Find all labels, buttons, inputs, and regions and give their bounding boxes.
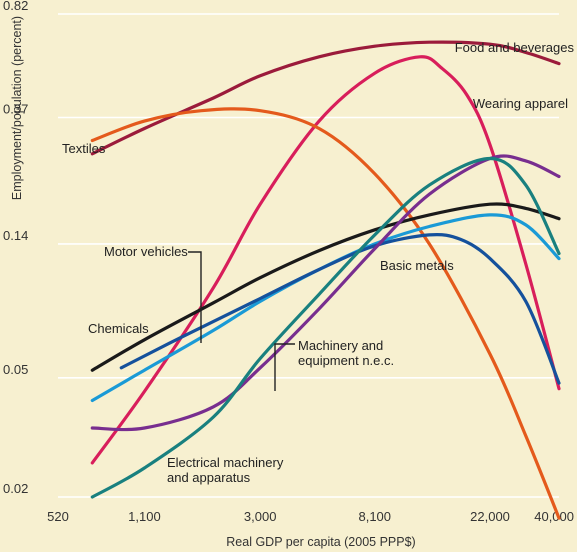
x-tick-label: 1,100 bbox=[128, 509, 161, 524]
label-callout-line bbox=[188, 251, 202, 343]
x-tick-label: 520 bbox=[47, 509, 69, 524]
series-label-basic-metals: Basic metals bbox=[380, 258, 454, 273]
series-label-textiles: Textiles bbox=[62, 141, 106, 156]
x-tick-labels: 520 1,100 3,000 8,100 22,000 40,000 bbox=[47, 509, 574, 524]
x-tick-label: 8,100 bbox=[358, 509, 391, 524]
series-line-wearing-apparel bbox=[90, 55, 561, 465]
label-callout-line bbox=[274, 343, 295, 391]
x-tick-label: 40,000 bbox=[534, 509, 574, 524]
series-line-electrical-machinery-and-apparatus bbox=[90, 156, 561, 499]
y-tick-label: 0.05 bbox=[3, 362, 28, 377]
y-tick-label: 0.37 bbox=[3, 102, 28, 117]
series-label-chemicals: Chemicals bbox=[88, 321, 149, 336]
series-label-food-and-beverages: Food and beverages bbox=[455, 40, 575, 55]
grid-lines bbox=[58, 13, 559, 498]
series-line-textiles bbox=[90, 107, 561, 520]
y-tick-label: 0.14 bbox=[3, 228, 28, 243]
series-label-machinery-and-equipment-n-e-c: Machinery and equipment n.e.c. bbox=[298, 338, 394, 368]
series-lines bbox=[90, 40, 561, 520]
series-labels: Food and beverages Wearing apparel Textile… bbox=[62, 40, 574, 485]
series-label-motor-vehicles: Motor vehicles bbox=[104, 244, 188, 259]
y-axis-label: Employment/population (percent) bbox=[10, 16, 24, 200]
y-tick-label: 0.02 bbox=[3, 481, 28, 496]
series-line-motor-vehicles bbox=[90, 213, 561, 403]
x-tick-label: 22,000 bbox=[470, 509, 510, 524]
series-line-chemicals bbox=[90, 202, 561, 372]
y-tick-label: 0.82 bbox=[3, 0, 28, 13]
series-label-wearing-apparel: Wearing apparel bbox=[473, 96, 568, 111]
x-tick-label: 3,000 bbox=[244, 509, 277, 524]
series-label-electrical-machinery-and-apparatus: Electrical machinery and apparatus bbox=[167, 455, 284, 485]
x-axis-label: Real GDP per capita (2005 PPP$) bbox=[226, 535, 415, 549]
series-line-basic-metals bbox=[119, 233, 561, 385]
y-tick-labels: 0.02 0.05 0.14 0.37 0.82 bbox=[3, 0, 28, 496]
series-line-machinery-and-equipment-n-e-c bbox=[90, 154, 561, 432]
